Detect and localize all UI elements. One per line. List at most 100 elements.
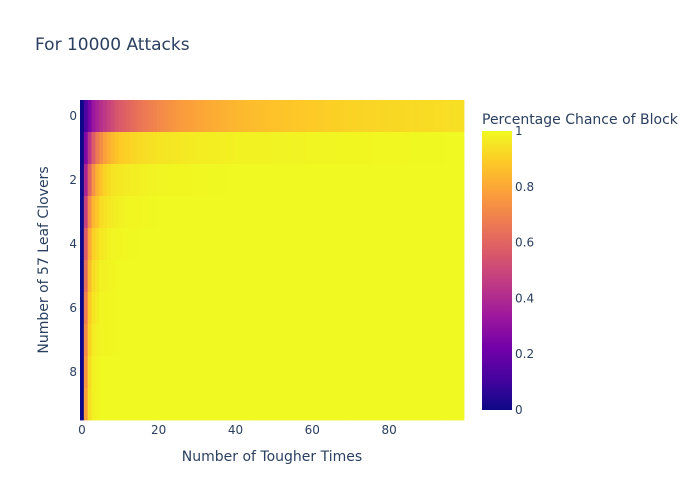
heatmap-cell	[298, 164, 304, 197]
heatmap-cell	[329, 356, 334, 389]
heatmap-cell	[302, 388, 307, 421]
y-tick-label: 8	[69, 365, 77, 379]
heatmap-cell	[80, 356, 85, 389]
heatmap-cell	[214, 260, 219, 293]
heatmap-cell	[417, 228, 423, 261]
heatmap-row	[80, 228, 465, 261]
y-tick-label: 6	[69, 301, 77, 315]
heatmap-cell	[368, 100, 373, 133]
heatmap-cell	[414, 228, 419, 261]
heatmap-cell	[433, 164, 438, 197]
heatmap-cell	[80, 388, 85, 421]
heatmap-cell	[210, 260, 215, 293]
heatmap-cell	[371, 292, 377, 325]
heatmap-cell	[248, 356, 254, 389]
heatmap-cell	[222, 164, 227, 197]
heatmap-cell	[199, 228, 204, 261]
heatmap-cell	[460, 100, 465, 133]
heatmap-cell	[275, 132, 281, 165]
heatmap-cell	[118, 228, 123, 261]
heatmap-cell	[129, 228, 135, 261]
heatmap-cell	[233, 132, 238, 165]
heatmap-cell	[452, 228, 457, 261]
heatmap-cell	[364, 132, 369, 165]
heatmap-cell	[379, 356, 384, 389]
heatmap-cell	[371, 228, 377, 261]
heatmap-cell	[95, 356, 100, 389]
heatmap-cell	[141, 388, 146, 421]
heatmap-cell	[156, 100, 162, 133]
heatmap-cell	[264, 100, 269, 133]
heatmap-cell	[379, 292, 384, 325]
x-tick-label: 60	[305, 423, 320, 437]
heatmap-cell	[295, 196, 300, 229]
heatmap-cell	[371, 164, 377, 197]
heatmap-cell	[394, 356, 400, 389]
heatmap-cell	[233, 356, 238, 389]
heatmap-cell	[368, 228, 373, 261]
heatmap-cell	[191, 260, 196, 293]
heatmap-cell	[237, 228, 242, 261]
heatmap-cell	[245, 356, 250, 389]
heatmap-cell	[233, 196, 238, 229]
heatmap-cell	[210, 292, 215, 325]
heatmap-cell	[91, 196, 96, 229]
heatmap-cell	[337, 260, 342, 293]
heatmap-cell	[344, 100, 350, 133]
heatmap-cell	[444, 100, 450, 133]
heatmap-cell	[448, 324, 453, 357]
heatmap-cell	[152, 260, 158, 293]
heatmap-cell	[368, 260, 373, 293]
heatmap-cell	[410, 324, 415, 357]
heatmap-cell	[448, 164, 453, 197]
heatmap-cell	[256, 260, 261, 293]
heatmap-cell	[444, 228, 450, 261]
heatmap-cell	[344, 260, 350, 293]
heatmap-cell	[195, 356, 200, 389]
heatmap-cell	[149, 324, 154, 357]
heatmap-cell	[433, 260, 438, 293]
heatmap-cell	[391, 260, 396, 293]
heatmap-cell	[417, 260, 423, 293]
heatmap-cell	[179, 196, 185, 229]
heatmap-cell	[268, 100, 273, 133]
heatmap-cell	[279, 100, 284, 133]
heatmap-cell	[214, 132, 219, 165]
heatmap-cell	[398, 196, 403, 229]
heatmap-cell	[398, 292, 403, 325]
heatmap-cell	[456, 100, 461, 133]
heatmap-row	[80, 356, 465, 389]
heatmap-cell	[391, 100, 396, 133]
heatmap-cell	[233, 388, 238, 421]
heatmap-cell	[114, 164, 119, 197]
heatmap-cell	[179, 356, 185, 389]
heatmap-cell	[318, 164, 323, 197]
heatmap-cell	[114, 228, 119, 261]
heatmap-cell	[310, 260, 315, 293]
heatmap-cell	[168, 100, 173, 133]
heatmap-cell	[110, 164, 115, 197]
heatmap-cell	[364, 324, 369, 357]
heatmap-cell	[456, 132, 461, 165]
heatmap-cell	[126, 260, 131, 293]
heatmap-cell	[425, 100, 430, 133]
heatmap-cell	[264, 132, 269, 165]
heatmap-cell	[375, 228, 380, 261]
heatmap-cell	[248, 228, 254, 261]
heatmap-cell	[383, 356, 388, 389]
heatmap-cell	[406, 324, 411, 357]
heatmap-cell	[237, 164, 242, 197]
heatmap-cell	[456, 356, 461, 389]
heatmap-cell	[333, 260, 338, 293]
heatmap-cell	[394, 292, 400, 325]
heatmap-cell	[260, 292, 265, 325]
heatmap-cell	[99, 292, 104, 325]
heatmap-cell	[287, 164, 292, 197]
heatmap-cell	[95, 228, 100, 261]
heatmap-cell	[360, 324, 365, 357]
heatmap-cell	[118, 132, 123, 165]
heatmap-cell	[456, 260, 461, 293]
heatmap-cell	[141, 164, 146, 197]
heatmap-cell	[129, 100, 135, 133]
heatmap-cell	[440, 260, 446, 293]
